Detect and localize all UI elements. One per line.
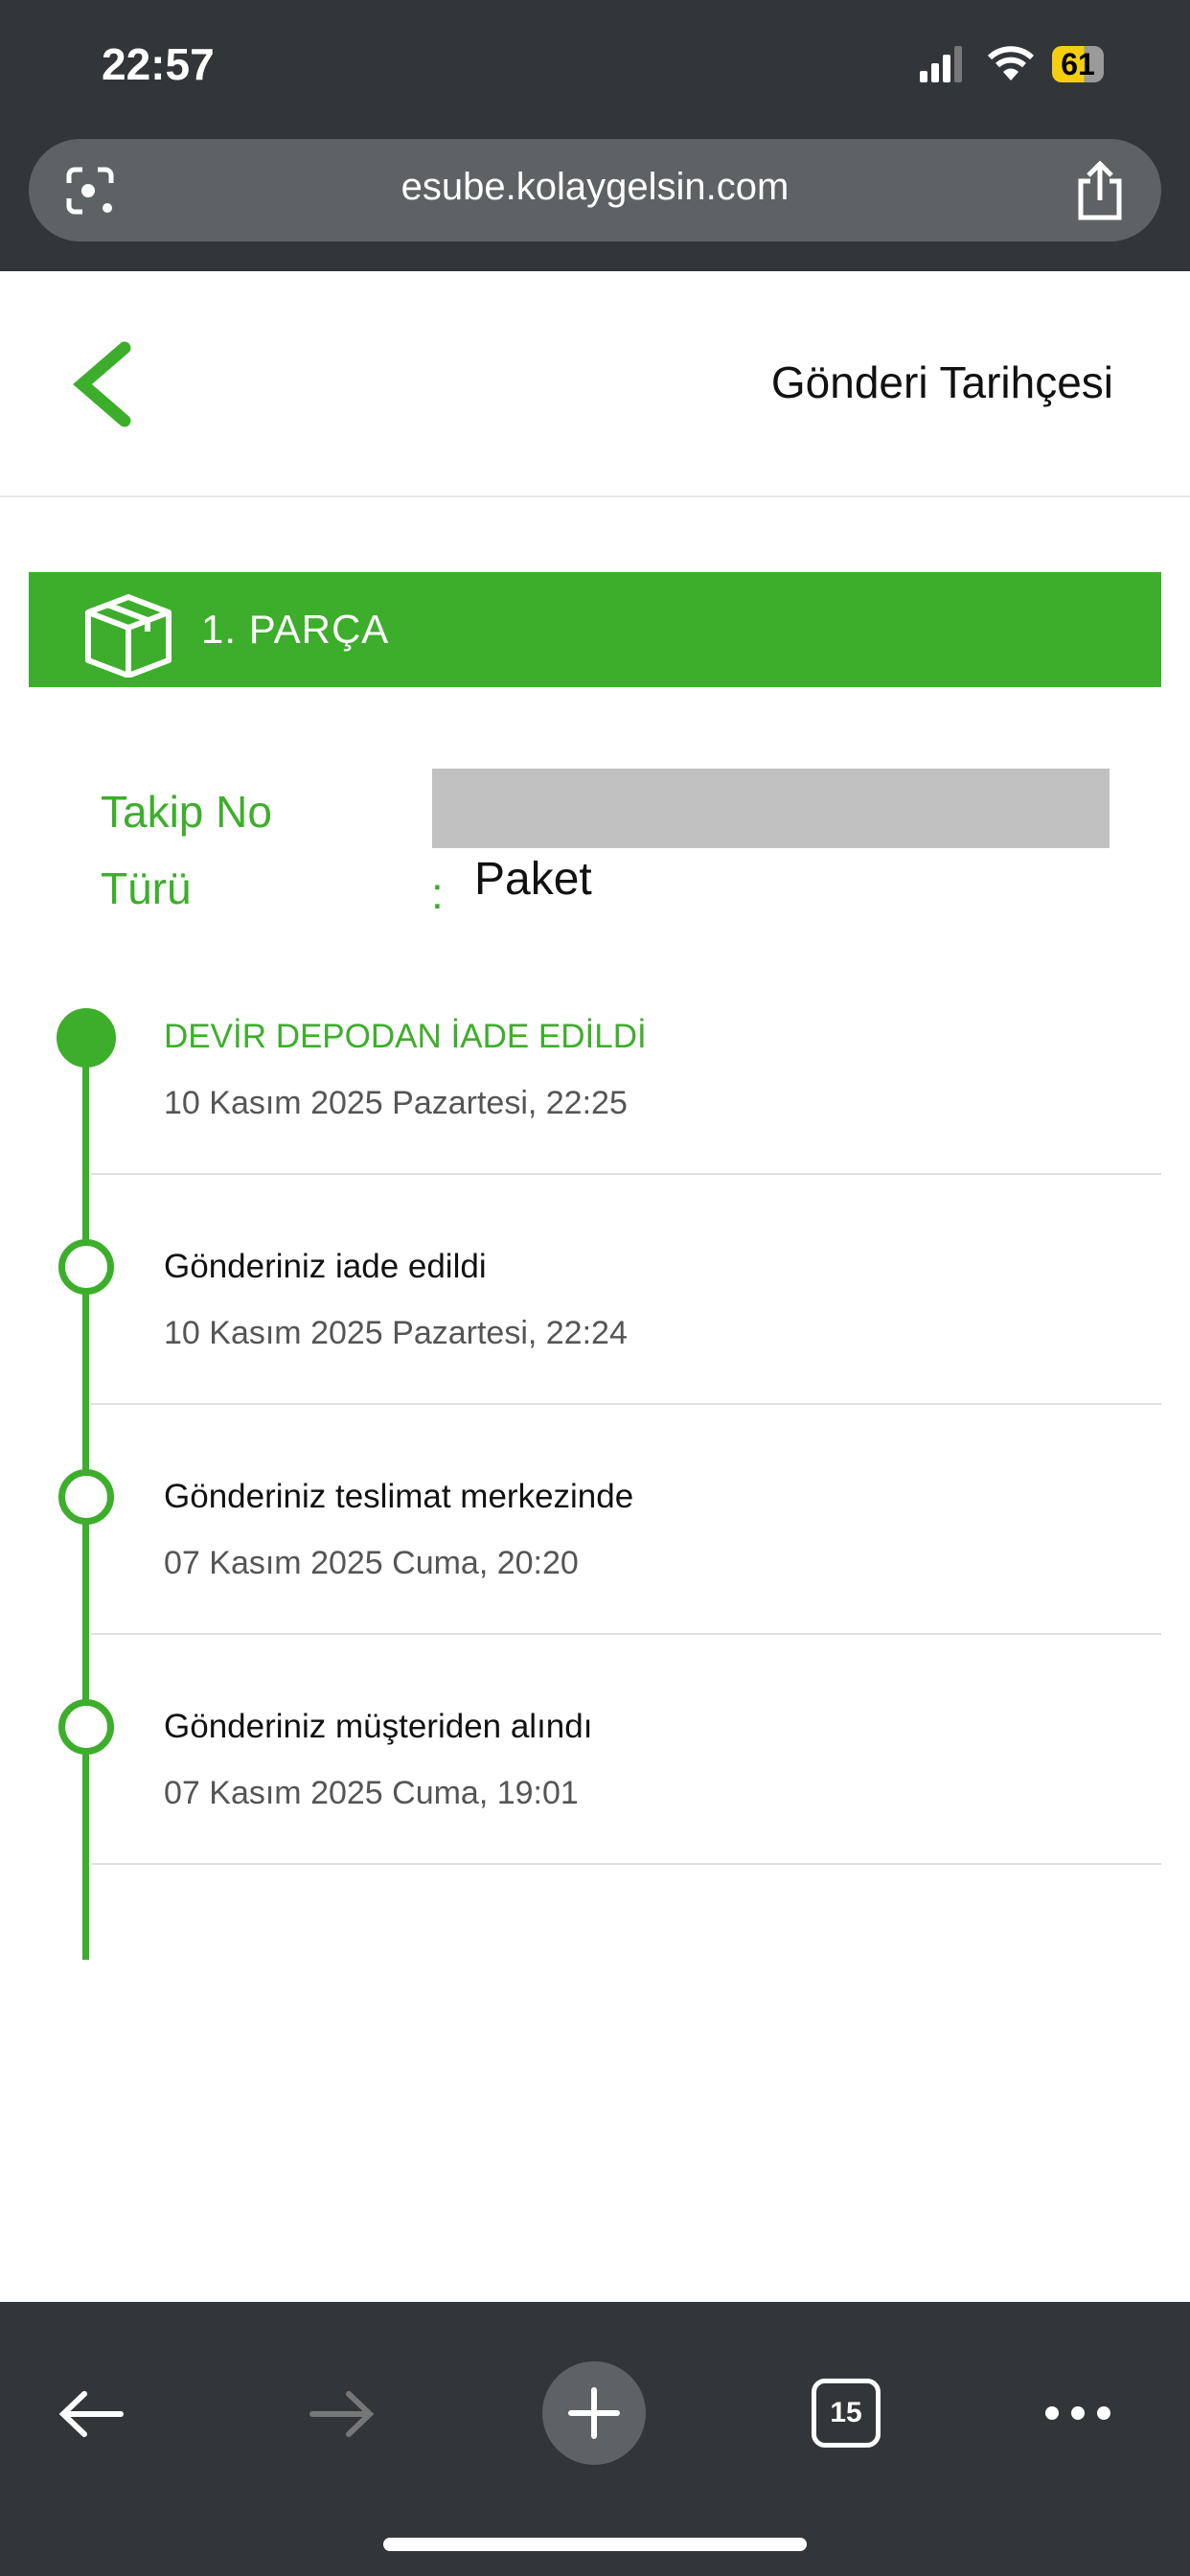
url-text: esube.kolaygelsin.com bbox=[400, 166, 790, 208]
timeline-divider bbox=[91, 1403, 1161, 1405]
timeline-item: Gönderiniz iade edildi 10 Kasım 2025 Paza… bbox=[164, 1248, 628, 1352]
battery-indicator: 61 bbox=[1052, 46, 1104, 82]
timeline-item: DEVİR DEPODAN İADE EDİLDİ 10 Kasım 2025 P… bbox=[164, 1018, 647, 1122]
piece-title: 1. PARÇA bbox=[201, 607, 390, 652]
new-tab-button[interactable] bbox=[542, 2361, 646, 2465]
event-title: DEVİR DEPODAN İADE EDİLDİ bbox=[164, 1018, 647, 1055]
timeline-item: Gönderiniz müşteriden alındı 07 Kasım 202… bbox=[164, 1708, 592, 1812]
timeline-dot bbox=[58, 1699, 114, 1755]
signal-icon bbox=[920, 46, 962, 82]
type-value: Paket bbox=[474, 854, 592, 905]
more-icon[interactable] bbox=[1042, 2402, 1113, 2425]
wifi-icon bbox=[987, 46, 1035, 80]
piece-header: 1. PARÇA bbox=[29, 572, 1161, 687]
visual-lookup-icon[interactable] bbox=[63, 164, 117, 218]
browser-chrome: 22:57 61 esube.kolaygelsin.com bbox=[0, 0, 1190, 271]
timeline-dot bbox=[58, 1469, 114, 1525]
type-label: Türü bbox=[101, 863, 192, 913]
timeline-item: Gönderiniz teslimat merkezinde 07 Kasım 2… bbox=[164, 1478, 633, 1582]
event-title: Gönderiniz teslimat merkezinde bbox=[164, 1478, 634, 1515]
back-chevron-icon[interactable] bbox=[71, 340, 134, 428]
event-date: 07 Kasım 2025 Cuma, 20:20 bbox=[164, 1545, 579, 1581]
share-icon[interactable] bbox=[1073, 160, 1127, 221]
address-bar[interactable]: esube.kolaygelsin.com bbox=[29, 139, 1161, 242]
home-indicator bbox=[383, 2538, 807, 2551]
timeline-divider bbox=[91, 1863, 1161, 1865]
event-date: 07 Kasım 2025 Cuma, 19:01 bbox=[164, 1775, 579, 1811]
browser-toolbar: 15 bbox=[0, 2302, 1190, 2576]
event-title: Gönderiniz iade edildi bbox=[164, 1248, 487, 1285]
header-divider bbox=[0, 495, 1190, 497]
timeline-divider bbox=[91, 1173, 1161, 1175]
type-colon: : bbox=[431, 868, 444, 918]
tracking-number-redacted bbox=[432, 769, 1110, 848]
back-arrow-icon[interactable] bbox=[57, 2390, 125, 2438]
event-title: Gönderiniz müşteriden alındı bbox=[164, 1708, 593, 1745]
page-title: Gönderi Tarihçesi bbox=[770, 357, 1113, 407]
tabs-button[interactable]: 15 bbox=[812, 2379, 881, 2448]
timeline-divider bbox=[91, 1633, 1161, 1635]
forward-arrow-icon[interactable] bbox=[309, 2390, 376, 2438]
plus-icon bbox=[568, 2387, 620, 2439]
timeline-dot bbox=[58, 1239, 114, 1295]
package-icon bbox=[85, 594, 172, 678]
status-time: 22:57 bbox=[102, 39, 215, 89]
event-date: 10 Kasım 2025 Pazartesi, 22:25 bbox=[164, 1085, 628, 1121]
event-date: 10 Kasım 2025 Pazartesi, 22:24 bbox=[164, 1315, 628, 1351]
timeline-dot-current bbox=[57, 1008, 116, 1068]
tracking-label: Takip No bbox=[101, 787, 272, 837]
